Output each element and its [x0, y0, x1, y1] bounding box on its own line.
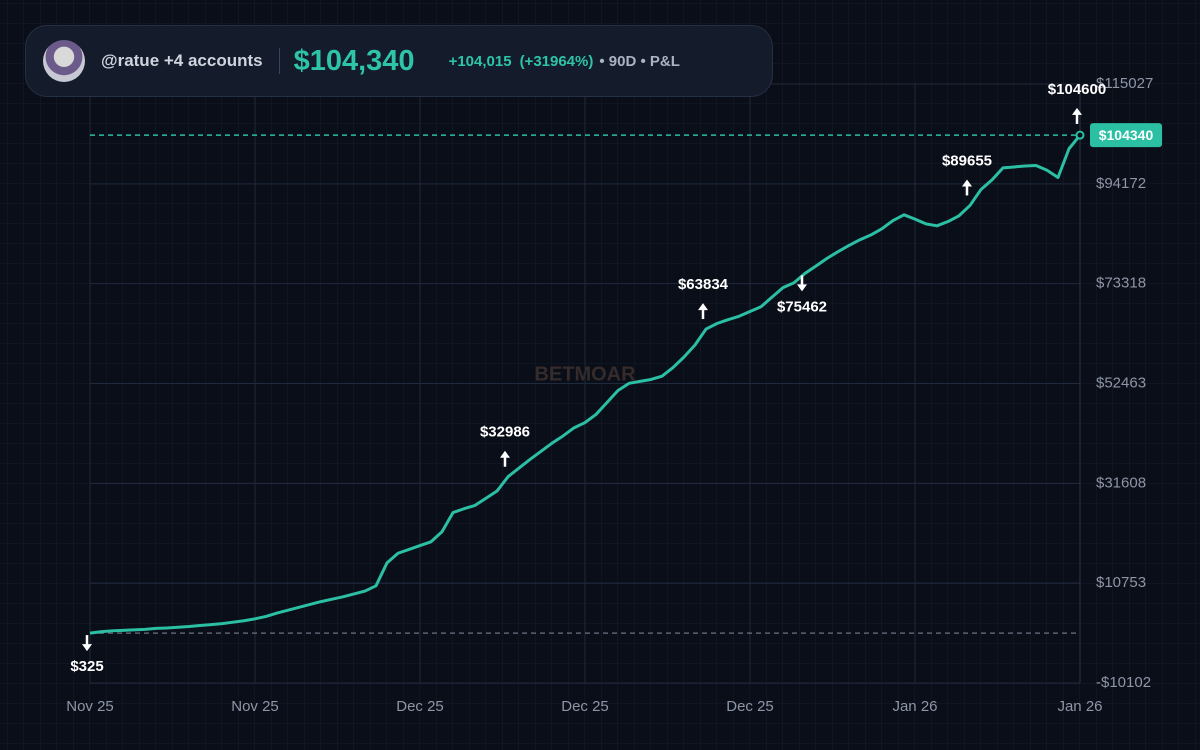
annotation-label: $104600	[1048, 81, 1106, 98]
last-value-label: $104340	[1099, 127, 1154, 143]
y-tick-label: $94172	[1096, 175, 1146, 192]
y-tick-label: $73318	[1096, 275, 1146, 292]
y-tick-label: $10753	[1096, 574, 1146, 591]
x-tick-label: Dec 25	[396, 698, 444, 715]
annotation-arrowhead	[82, 644, 92, 652]
x-tick-label: Jan 26	[1057, 698, 1102, 715]
period: • 90D • P&L	[599, 52, 680, 70]
annotation-arrowhead	[698, 303, 708, 311]
last-value-badge	[1090, 123, 1162, 148]
x-tick-label: Jan 26	[892, 698, 937, 715]
total: $104,340	[293, 44, 415, 77]
change: +104,015	[448, 52, 512, 70]
annotation-arrowhead	[797, 284, 807, 292]
y-tick-label: $52463	[1096, 374, 1146, 391]
annotation-label: $32986	[480, 424, 530, 441]
annotation-arrowhead	[500, 450, 510, 458]
summary-bar: @ratue +4 accounts $104,340 +104,015 (+3…	[25, 25, 773, 97]
annotation-label: $63834	[678, 276, 729, 293]
avatar	[43, 40, 85, 82]
annotation-arrowhead	[1072, 107, 1082, 115]
annotation-arrowhead	[962, 179, 972, 187]
annotation-label: $89655	[942, 152, 992, 169]
separator	[278, 48, 280, 74]
x-tick-label: Dec 25	[561, 698, 609, 715]
y-tick-label: -$10102	[1096, 674, 1151, 691]
annotation-label: $325	[70, 658, 103, 675]
last-point	[1075, 130, 1085, 140]
x-tick-label: Nov 25	[66, 698, 114, 715]
account[interactable]: @ratue +4 accounts	[101, 51, 263, 70]
y-tick-label: $31608	[1096, 474, 1146, 491]
change-pct: (+31964%)	[519, 52, 594, 70]
annotation-label: $75462	[777, 298, 827, 315]
x-tick-label: Dec 25	[726, 698, 774, 715]
x-tick-label: Nov 25	[231, 698, 279, 715]
y-tick-label: $115027	[1096, 75, 1153, 92]
pnl-line	[89, 134, 1082, 635]
